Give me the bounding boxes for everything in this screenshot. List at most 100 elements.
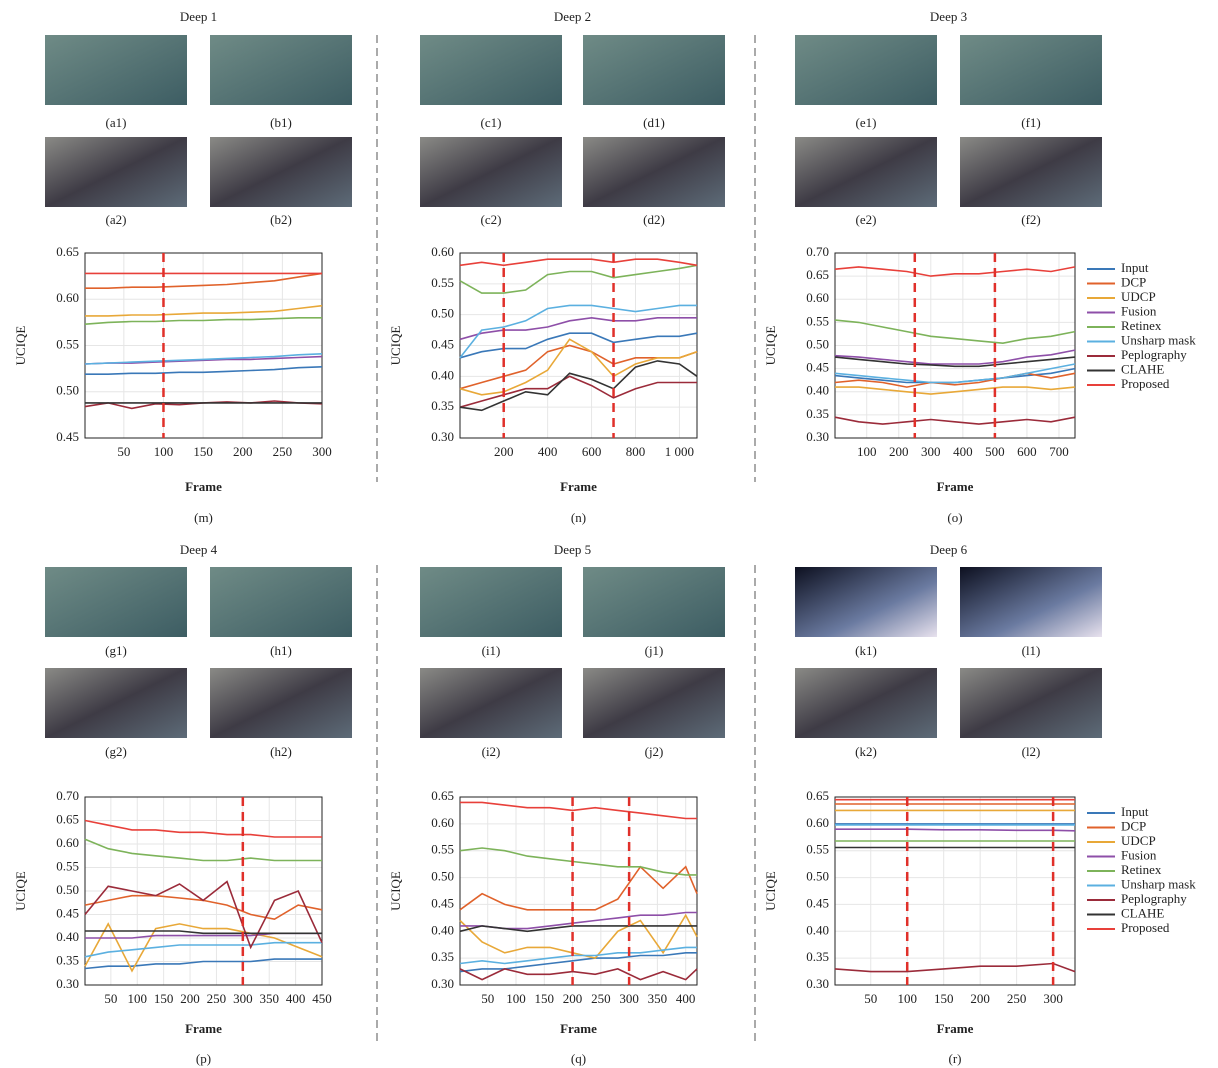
y-tick-label: 0.35 [806, 949, 829, 964]
y-tick-label: 0.45 [806, 360, 829, 375]
x-tick-label: 400 [676, 991, 696, 1006]
y-tick-label: 0.65 [806, 788, 829, 803]
legend-label: UDCP [1121, 289, 1156, 304]
series-line [460, 376, 697, 407]
x-tick-label: 50 [117, 444, 130, 459]
y-tick-label: 0.45 [431, 895, 454, 910]
legend-label: Proposed [1121, 376, 1170, 391]
x-tick-label: 600 [1017, 444, 1037, 459]
y-tick-label: 0.35 [431, 949, 454, 964]
image [420, 137, 562, 207]
y-tick-label: 0.30 [431, 976, 454, 991]
x-tick-label: 200 [233, 444, 253, 459]
y-tick-label: 0.60 [56, 290, 79, 305]
series-line [460, 259, 697, 265]
image [420, 567, 562, 637]
legend-label: Retinex [1121, 862, 1162, 877]
y-tick-label: 0.30 [56, 976, 79, 991]
image [795, 668, 937, 738]
x-tick-label: 200 [563, 991, 583, 1006]
image [795, 35, 937, 105]
x-tick-label: 250 [591, 991, 611, 1006]
y-tick-label: 0.35 [431, 398, 454, 413]
y-tick-label: 0.50 [431, 306, 454, 321]
image [583, 35, 725, 105]
y-axis-label: UCIQE [388, 326, 403, 366]
x-axis-label: Frame [937, 479, 974, 494]
y-tick-label: 0.60 [56, 835, 79, 850]
y-tick-label: 0.35 [806, 406, 829, 421]
x-tick-label: 400 [286, 991, 306, 1006]
x-tick-label: 450 [312, 991, 332, 1006]
legend-label: DCP [1121, 818, 1146, 833]
image [795, 567, 937, 637]
panel-title: Deep 6 [930, 542, 968, 557]
y-tick-label: 0.45 [56, 429, 79, 444]
image-label: (f2) [1021, 212, 1041, 227]
series-line [835, 320, 1075, 343]
y-tick-label: 0.50 [56, 383, 79, 398]
caption: (r) [949, 1051, 962, 1066]
x-tick-label: 150 [934, 991, 954, 1006]
y-tick-label: 0.30 [806, 429, 829, 444]
series-line [460, 969, 697, 980]
legend-label: Proposed [1121, 920, 1170, 935]
y-tick-label: 0.60 [806, 290, 829, 305]
x-tick-label: 50 [864, 991, 877, 1006]
y-tick-label: 0.50 [56, 882, 79, 897]
x-tick-label: 150 [193, 444, 213, 459]
image-label: (g1) [105, 643, 127, 658]
x-tick-label: 250 [207, 991, 227, 1006]
x-tick-label: 350 [648, 991, 668, 1006]
image-label: (i1) [482, 643, 501, 658]
image [960, 668, 1102, 738]
y-tick-label: 0.30 [806, 976, 829, 991]
y-tick-label: 0.40 [56, 929, 79, 944]
series-line [460, 926, 697, 931]
series-line [835, 417, 1075, 424]
y-tick-label: 0.60 [806, 815, 829, 830]
x-tick-label: 200 [970, 991, 990, 1006]
image-label: (a2) [106, 212, 127, 227]
image [210, 35, 352, 105]
panel-title: Deep 1 [180, 9, 217, 24]
legend-label: Input [1121, 804, 1149, 819]
y-axis-label: UCIQE [13, 326, 28, 366]
x-tick-label: 800 [626, 444, 646, 459]
x-tick-label: 350 [259, 991, 279, 1006]
series-line [835, 387, 1075, 394]
legend-label: Fusion [1121, 303, 1157, 318]
x-axis-label: Frame [560, 479, 597, 494]
image [420, 35, 562, 105]
y-tick-label: 0.70 [806, 244, 829, 259]
legend-label: Unsharp mask [1121, 876, 1196, 891]
image-label: (k1) [855, 643, 877, 658]
caption: (n) [571, 510, 586, 525]
x-tick-label: 100 [506, 991, 526, 1006]
y-tick-label: 0.55 [806, 842, 829, 857]
image-label: (e1) [856, 115, 877, 130]
x-tick-label: 1 000 [665, 444, 694, 459]
legend-label: Fusion [1121, 847, 1157, 862]
y-axis-label: UCIQE [763, 871, 778, 911]
series-line [460, 361, 697, 410]
series-line [460, 265, 697, 293]
caption: (q) [571, 1051, 586, 1066]
caption: (o) [947, 510, 962, 525]
y-tick-label: 0.35 [56, 952, 79, 967]
image [960, 35, 1102, 105]
image-label: (d1) [643, 115, 665, 130]
y-tick-label: 0.45 [56, 905, 79, 920]
x-tick-label: 400 [953, 444, 973, 459]
panel-title: Deep 2 [554, 9, 591, 24]
x-axis-label: Frame [185, 1021, 222, 1036]
image [45, 35, 187, 105]
x-tick-label: 100 [857, 444, 877, 459]
image-label: (c1) [481, 115, 502, 130]
series-line [460, 802, 697, 818]
y-axis-label: UCIQE [13, 871, 28, 911]
image-label: (c2) [481, 212, 502, 227]
legend-label: DCP [1121, 274, 1146, 289]
x-tick-label: 150 [154, 991, 174, 1006]
image-label: (i2) [482, 744, 501, 759]
